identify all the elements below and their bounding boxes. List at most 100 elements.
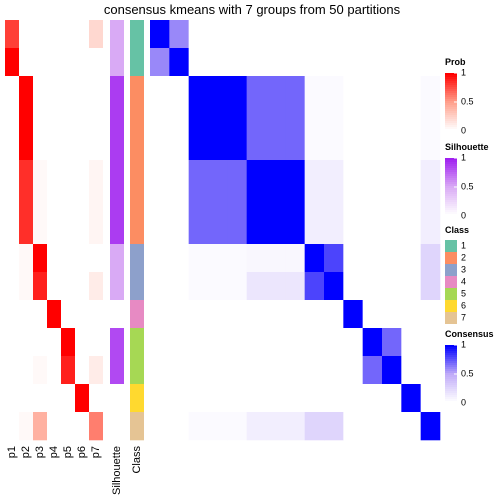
consensus-cell bbox=[266, 160, 286, 189]
consensus-cell bbox=[285, 160, 305, 189]
legend-tick-label: 1 bbox=[461, 339, 466, 349]
silhouette-cell bbox=[110, 132, 124, 161]
legend-gradient bbox=[445, 113, 457, 116]
prob-cell bbox=[33, 412, 47, 441]
silhouette-cell bbox=[110, 76, 124, 105]
prob-cell bbox=[61, 132, 75, 161]
class-cell bbox=[130, 20, 144, 49]
consensus-cell bbox=[188, 76, 209, 105]
consensus-cell bbox=[304, 216, 325, 245]
consensus-cell bbox=[150, 328, 170, 357]
consensus-cell bbox=[362, 412, 383, 441]
consensus-cell bbox=[362, 300, 383, 329]
legend-gradient bbox=[445, 389, 457, 392]
consensus-cell bbox=[246, 104, 267, 133]
silhouette-cell bbox=[110, 188, 124, 217]
consensus-cell bbox=[208, 188, 228, 217]
legend-gradient bbox=[445, 99, 457, 102]
silhouette-cell bbox=[110, 384, 124, 413]
prob-cell bbox=[89, 412, 103, 441]
prob-cell bbox=[5, 20, 19, 49]
consensus-cell bbox=[420, 356, 441, 385]
legend-gradient bbox=[445, 97, 457, 100]
consensus-cell bbox=[266, 188, 286, 217]
consensus-cell bbox=[150, 48, 170, 77]
column-label: p6 bbox=[76, 446, 88, 458]
consensus-cell bbox=[266, 272, 286, 301]
legend-gradient bbox=[445, 105, 457, 108]
prob-cell bbox=[47, 216, 61, 245]
legend-gradient bbox=[445, 172, 457, 175]
consensus-cell bbox=[246, 76, 267, 105]
consensus-cell bbox=[227, 272, 247, 301]
legend-gradient bbox=[445, 164, 457, 167]
legend-gradient bbox=[445, 111, 457, 114]
consensus-cell bbox=[401, 132, 421, 161]
consensus-cell bbox=[150, 244, 170, 273]
consensus-cell bbox=[169, 216, 189, 245]
legend-gradient bbox=[445, 127, 457, 130]
consensus-cell bbox=[324, 104, 344, 133]
prob-cell bbox=[89, 384, 103, 413]
prob-cell bbox=[47, 104, 61, 133]
prob-cell bbox=[89, 244, 103, 273]
consensus-cell bbox=[382, 76, 402, 105]
consensus-cell bbox=[324, 132, 344, 161]
prob-cell bbox=[89, 20, 103, 49]
legend-gradient bbox=[445, 202, 457, 205]
legend-gradient bbox=[445, 188, 457, 191]
consensus-cell bbox=[362, 132, 383, 161]
legend-gradient bbox=[445, 379, 457, 382]
legend-gradient bbox=[445, 77, 457, 80]
legend-gradient bbox=[445, 93, 457, 96]
prob-cell bbox=[19, 356, 33, 385]
legend-tick-label: 0.5 bbox=[461, 368, 474, 378]
legend-gradient bbox=[445, 117, 457, 120]
consensus-cell bbox=[285, 384, 305, 413]
consensus-cell bbox=[246, 328, 267, 357]
prob-cell bbox=[5, 104, 19, 133]
prob-cell bbox=[61, 48, 75, 77]
consensus-cell bbox=[188, 48, 209, 77]
consensus-cell bbox=[169, 48, 189, 77]
consensus-cell bbox=[382, 412, 402, 441]
silhouette-cell bbox=[110, 272, 124, 301]
legend-gradient bbox=[445, 383, 457, 386]
consensus-cell bbox=[266, 412, 286, 441]
legend-label: 1 bbox=[461, 240, 466, 250]
class-cell bbox=[130, 160, 144, 189]
legend-gradient bbox=[445, 385, 457, 388]
consensus-cell bbox=[150, 300, 170, 329]
legend-gradient bbox=[445, 214, 457, 217]
class-cell bbox=[130, 104, 144, 133]
consensus-cell bbox=[285, 300, 305, 329]
consensus-cell bbox=[324, 48, 344, 77]
class-cell bbox=[130, 272, 144, 301]
consensus-cell bbox=[304, 356, 325, 385]
column-label: p5 bbox=[62, 446, 74, 458]
prob-cell bbox=[33, 20, 47, 49]
consensus-cell bbox=[324, 300, 344, 329]
prob-cell bbox=[75, 300, 89, 329]
prob-cell bbox=[61, 300, 75, 329]
consensus-cell bbox=[382, 384, 402, 413]
prob-cell bbox=[75, 272, 89, 301]
consensus-cell bbox=[343, 132, 363, 161]
consensus-cell bbox=[188, 384, 209, 413]
consensus-cell bbox=[420, 132, 441, 161]
consensus-cell bbox=[188, 412, 209, 441]
consensus-cell bbox=[150, 76, 170, 105]
consensus-cell bbox=[382, 356, 402, 385]
prob-cell bbox=[47, 356, 61, 385]
consensus-cell bbox=[208, 384, 228, 413]
consensus-cell bbox=[246, 356, 267, 385]
consensus-cell bbox=[382, 48, 402, 77]
legend-gradient bbox=[445, 369, 457, 372]
legend-gradient bbox=[445, 119, 457, 122]
consensus-cell bbox=[362, 188, 383, 217]
legend-gradient bbox=[445, 361, 457, 364]
consensus-cell bbox=[420, 160, 441, 189]
consensus-cell bbox=[246, 188, 267, 217]
consensus-cell bbox=[150, 272, 170, 301]
consensus-cell bbox=[401, 20, 421, 49]
